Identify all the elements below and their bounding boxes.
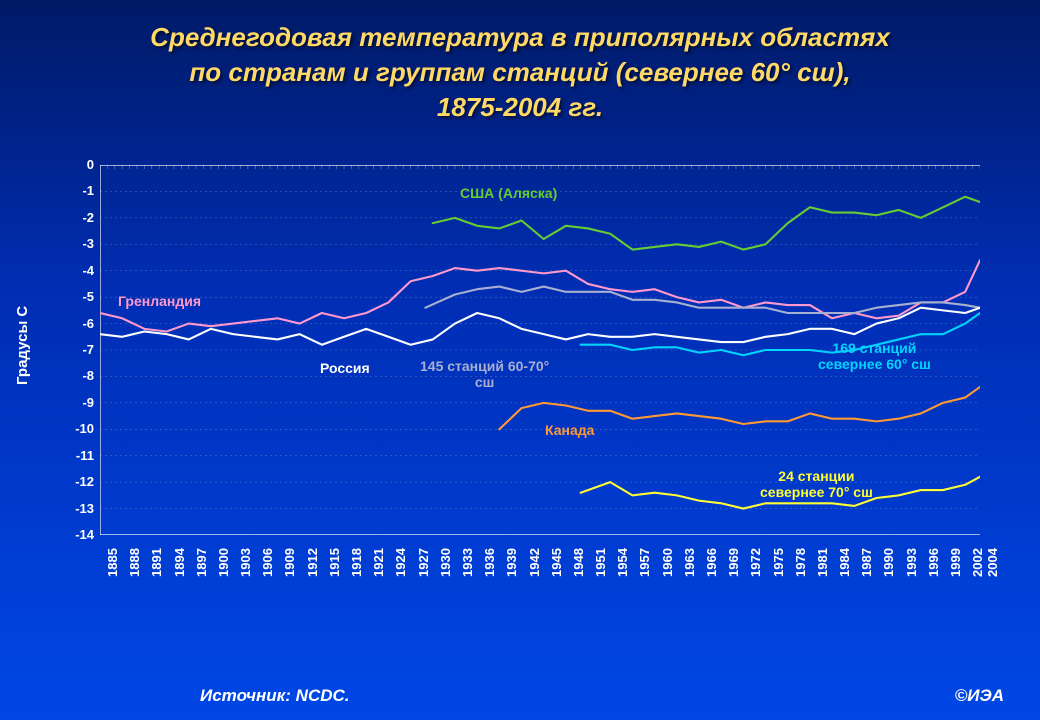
x-tick: 1915 — [327, 548, 342, 577]
x-tick: 1912 — [305, 548, 320, 577]
x-tick: 1888 — [127, 548, 142, 577]
x-tick: 1948 — [571, 548, 586, 577]
x-tick: 1909 — [282, 548, 297, 577]
x-tick: 1990 — [881, 548, 896, 577]
x-tick: 1978 — [793, 548, 808, 577]
x-tick: 1900 — [216, 548, 231, 577]
x-tick: 1972 — [748, 548, 763, 577]
series-label-russia: Россия — [320, 360, 370, 376]
x-tick: 1975 — [771, 548, 786, 577]
x-tick: 1981 — [815, 548, 830, 577]
x-tick: 1996 — [926, 548, 941, 577]
y-tick: -4 — [66, 263, 94, 278]
y-tick: -11 — [66, 448, 94, 463]
y-tick: -7 — [66, 342, 94, 357]
x-tick: 1921 — [371, 548, 386, 577]
x-tick: 1939 — [504, 548, 519, 577]
series-label-stations_169: 169 станцийсевернее 60° сш — [818, 340, 931, 372]
x-tick: 1987 — [859, 548, 874, 577]
x-tick: 1951 — [593, 548, 608, 577]
title-line-3: 1875-2004 гг. — [437, 92, 603, 122]
y-tick: -2 — [66, 210, 94, 225]
title-line-1: Среднегодовая температура в приполярных … — [150, 22, 890, 52]
y-tick: -10 — [66, 421, 94, 436]
x-tick: 1969 — [726, 548, 741, 577]
y-tick: -5 — [66, 289, 94, 304]
y-tick: -12 — [66, 474, 94, 489]
title-line-2: по странам и группам станций (севернее 6… — [189, 57, 850, 87]
x-tick: 1957 — [637, 548, 652, 577]
y-tick: 0 — [66, 157, 94, 172]
x-tick: 1945 — [549, 548, 564, 577]
x-tick: 2004 — [985, 548, 1000, 577]
y-axis-label: Градусы С — [14, 306, 31, 385]
x-tick: 1903 — [238, 548, 253, 577]
x-tick: 1927 — [416, 548, 431, 577]
credit-label: ©ИЭА — [955, 686, 1004, 706]
series-stations_145 — [425, 287, 980, 313]
x-tick: 1885 — [105, 548, 120, 577]
x-tick: 1906 — [260, 548, 275, 577]
x-tick: 1891 — [149, 548, 164, 577]
x-tick: 1984 — [837, 548, 852, 577]
x-tick: 1933 — [460, 548, 475, 577]
x-tick: 1942 — [527, 548, 542, 577]
x-tick: 1897 — [194, 548, 209, 577]
series-label-stations_24: 24 станциисевернее 70° сш — [760, 468, 873, 500]
series-usa_alaska — [433, 197, 980, 250]
series-label-stations_145: 145 станций 60-70°сш — [420, 358, 549, 390]
x-tick: 2002 — [970, 548, 985, 577]
series-label-usa_alaska: США (Аляска) — [460, 185, 557, 201]
x-tick: 1960 — [660, 548, 675, 577]
y-tick: -3 — [66, 236, 94, 251]
x-tick: 1966 — [704, 548, 719, 577]
x-tick: 1936 — [482, 548, 497, 577]
chart-title: Среднегодовая температура в приполярных … — [0, 0, 1040, 131]
x-tick: 1918 — [349, 548, 364, 577]
series-label-greenland: Гренландия — [118, 293, 201, 309]
x-tick: 1924 — [393, 548, 408, 577]
y-tick: -1 — [66, 183, 94, 198]
x-tick: 1999 — [948, 548, 963, 577]
x-tick: 1930 — [438, 548, 453, 577]
y-tick: -9 — [66, 395, 94, 410]
series-label-canada: Канада — [545, 422, 594, 438]
x-tick: 1894 — [172, 548, 187, 577]
y-tick: -8 — [66, 368, 94, 383]
y-tick: -14 — [66, 527, 94, 542]
y-tick: -6 — [66, 316, 94, 331]
y-tick: -13 — [66, 501, 94, 516]
x-tick: 1993 — [904, 548, 919, 577]
x-tick: 1963 — [682, 548, 697, 577]
x-tick: 1954 — [615, 548, 630, 577]
source-label: Источник: NCDC. — [200, 686, 350, 706]
